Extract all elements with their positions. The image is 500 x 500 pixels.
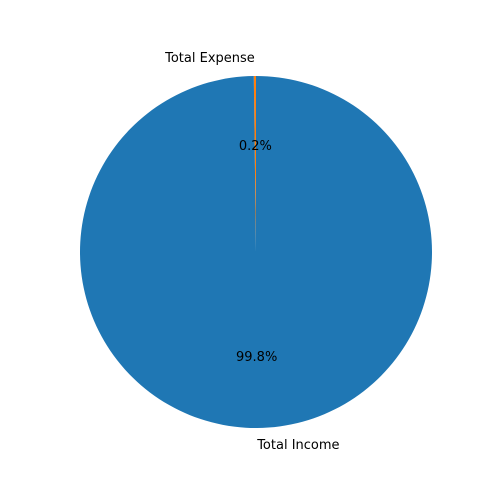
slice-label-total-expense: Total Expense xyxy=(164,51,255,66)
pie-slice-total-expense xyxy=(253,76,256,252)
slice-percent-total-income: 99.8% xyxy=(236,350,277,365)
pie-slices xyxy=(79,76,432,428)
slice-label-total-income: Total Income xyxy=(256,438,339,453)
pie-slice-total-income xyxy=(79,76,432,428)
pie-labels: Total Expense 0.2% Total Income 99.8% xyxy=(164,51,339,453)
slice-percent-total-expense: 0.2% xyxy=(239,139,272,154)
